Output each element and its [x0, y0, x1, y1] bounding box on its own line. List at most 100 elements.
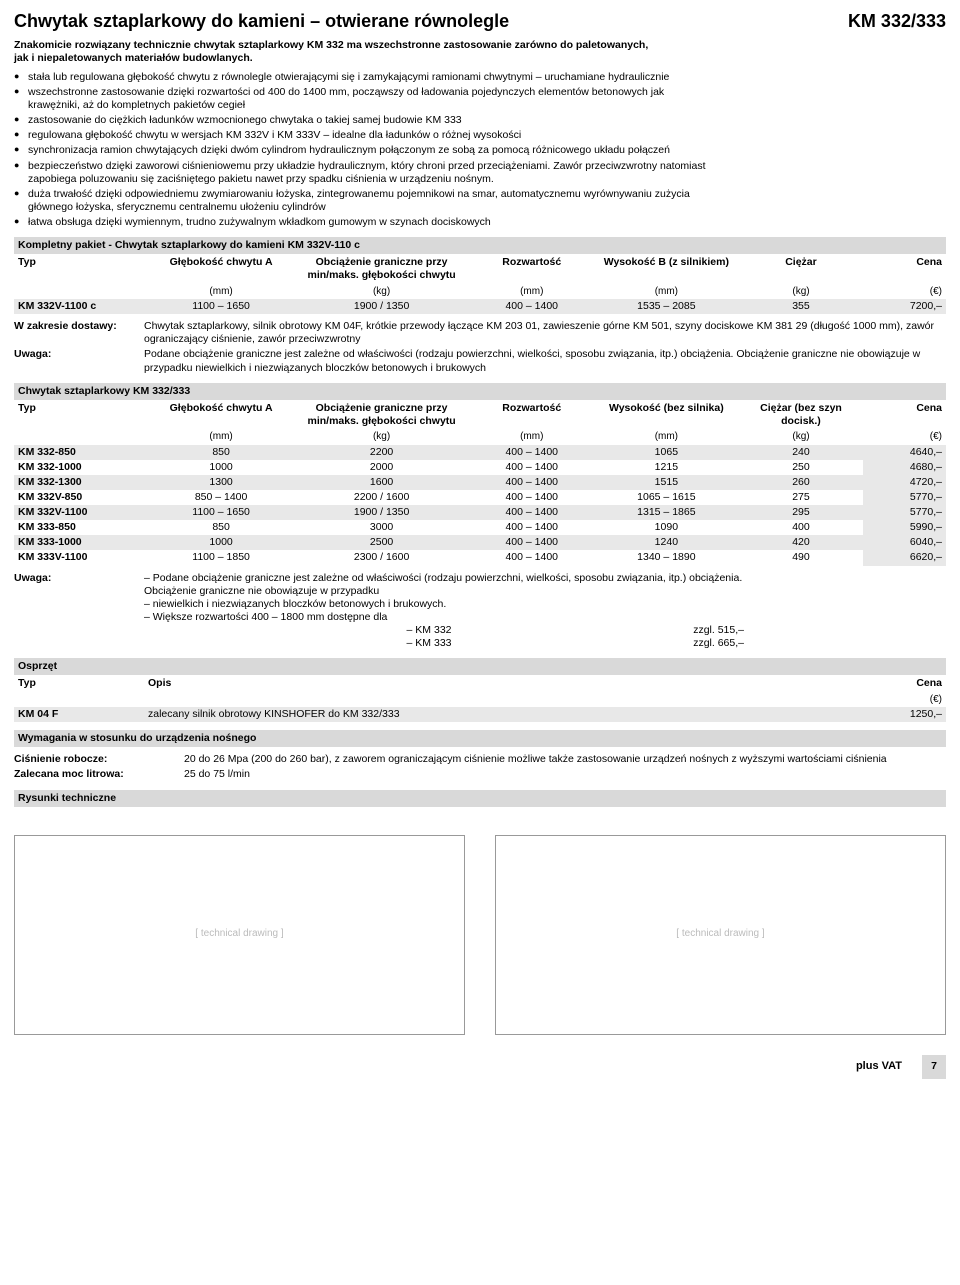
table-cell: 6040,–: [863, 535, 946, 550]
feature-item: regulowana głębokość chwytu w wersjach K…: [14, 129, 714, 142]
table-cell: 6620,–: [863, 550, 946, 565]
requirement-value: 25 do 75 l/min: [184, 768, 946, 781]
table-cell: 2000: [294, 460, 470, 475]
table-cell: 490: [739, 550, 863, 565]
table-cell: 260: [739, 475, 863, 490]
table-row: KM 333-8508503000400 – 140010904005990,–: [14, 520, 946, 535]
col-unit: [14, 285, 149, 300]
table-cell: 1900 / 1350: [294, 505, 470, 520]
table-cell: KM 333-1000: [14, 535, 149, 550]
vat-label: plus VAT: [856, 1060, 902, 1074]
table-row: KM 333V-11001100 – 18502300 / 1600400 – …: [14, 550, 946, 565]
table-cell: 1065 – 1615: [594, 490, 739, 505]
acc-h1: Opis: [144, 675, 866, 692]
table-cell: 1240: [594, 535, 739, 550]
feature-item: synchronizacja ramion chwytających dzięk…: [14, 144, 714, 157]
table-cell: 1515: [594, 475, 739, 490]
drawings-title: Rysunki techniczne: [14, 790, 946, 807]
col-header: Wysokość B (z silnikiem): [594, 254, 739, 284]
col-header: Obciążenie graniczne przy min/maks. głęb…: [294, 400, 470, 430]
note2-label: Uwaga:: [14, 572, 144, 651]
col-header: Ciężar (bez szyn docisk.): [739, 400, 863, 430]
table-cell: 1535 – 2085: [594, 299, 739, 314]
table-cell: KM 332V-1100 c: [14, 299, 149, 314]
note-label: Uwaga:: [14, 348, 144, 374]
table-cell: 400 – 1400: [470, 520, 594, 535]
table-cell: KM 332-1000: [14, 460, 149, 475]
table-cell: 1000: [149, 535, 294, 550]
section2-title: Chwytak sztaplarkowy KM 332/333: [14, 383, 946, 400]
table-row: KM 333-100010002500400 – 140012404206040…: [14, 535, 946, 550]
col-unit: (mm): [149, 430, 294, 445]
table-cell: 1090: [594, 520, 739, 535]
table-cell: 850 – 1400: [149, 490, 294, 505]
table-cell: 1250,–: [866, 707, 946, 722]
table-cell: 4720,–: [863, 475, 946, 490]
page-title: Chwytak sztaplarkowy do kamieni – otwier…: [14, 10, 509, 33]
col-unit: (mm): [149, 285, 294, 300]
requirement-row: Ciśnienie robocze:20 do 26 Mpa (200 do 2…: [14, 753, 946, 766]
col-unit: (mm): [470, 285, 594, 300]
table-cell: KM 332-850: [14, 445, 149, 460]
table-cell: KM 332V-1100: [14, 505, 149, 520]
table-cell: 2500: [294, 535, 470, 550]
requirement-value: 20 do 26 Mpa (200 do 260 bar), z zaworem…: [184, 753, 946, 766]
requirements-title: Wymagania w stosunku do urządzenia nośne…: [14, 730, 946, 747]
col-unit: [14, 430, 149, 445]
table-cell: 400 – 1400: [470, 505, 594, 520]
table-cell: 240: [739, 445, 863, 460]
table-cell: 4680,–: [863, 460, 946, 475]
table-cell: 1000: [149, 460, 294, 475]
col-unit: (€): [863, 285, 946, 300]
acc-h2: Cena: [866, 675, 946, 692]
table-cell: 400: [739, 520, 863, 535]
feature-list: stała lub regulowana głębokość chwytu z …: [14, 71, 714, 229]
table-row: KM 332-100010002000400 – 140012152504680…: [14, 460, 946, 475]
col-header: Głębokość chwytu A: [149, 400, 294, 430]
table-cell: KM 333V-1100: [14, 550, 149, 565]
feature-item: wszechstronne zastosowanie dzięki rozwar…: [14, 86, 714, 112]
table-cell: 250: [739, 460, 863, 475]
col-unit: (mm): [594, 430, 739, 445]
col-header: Cena: [863, 400, 946, 430]
table-cell: 4640,–: [863, 445, 946, 460]
table-cell: 275: [739, 490, 863, 505]
table-cell: KM 04 F: [14, 707, 144, 722]
feature-item: łatwa obsługa dzięki wymiennym, trudno z…: [14, 216, 714, 229]
table-cell: 1300: [149, 475, 294, 490]
table-cell: KM 332-1300: [14, 475, 149, 490]
drawing-right: [ technical drawing ]: [495, 835, 946, 1035]
table-section2: TypGłębokość chwytu AObciążenie graniczn…: [14, 400, 946, 566]
technical-drawings: [ technical drawing ] [ technical drawin…: [14, 815, 946, 1035]
table-cell: 5770,–: [863, 505, 946, 520]
requirement-row: Zalecana moc litrowa:25 do 75 l/min: [14, 768, 946, 781]
table-cell: 1600: [294, 475, 470, 490]
table-cell: 420: [739, 535, 863, 550]
col-unit: (€): [863, 430, 946, 445]
feature-item: bezpieczeństwo dzięki zaworowi ciśnienio…: [14, 160, 714, 186]
note-line: Obciążenie graniczne nie obowiązuje w pr…: [144, 585, 946, 598]
section1-title: Kompletny pakiet - Chwytak sztaplarkowy …: [14, 237, 946, 254]
table-cell: 2200 / 1600: [294, 490, 470, 505]
table-row: KM 04 Fzalecany silnik obrotowy KINSHOFE…: [14, 707, 946, 722]
table-row: KM 332V-1100 c1100 – 16501900 / 1350400 …: [14, 299, 946, 314]
table-cell: 1100 – 1650: [149, 299, 294, 314]
col-unit: (mm): [594, 285, 739, 300]
note-extra-line: – KM 332zzgl. 515,–: [144, 624, 946, 637]
feature-item: duża trwałość dzięki odpowiedniemu zwymi…: [14, 188, 714, 214]
table-cell: 355: [739, 299, 863, 314]
table-cell: 1065: [594, 445, 739, 460]
table-cell: 400 – 1400: [470, 460, 594, 475]
note-line: – niewielkich i niezwiązanych bloczków b…: [144, 598, 946, 611]
table-row: KM 332-8508502200400 – 140010652404640,–: [14, 445, 946, 460]
model-code: KM 332/333: [848, 10, 946, 33]
acc-h0: Typ: [14, 675, 144, 692]
col-header: Typ: [14, 254, 149, 284]
table-cell: 2200: [294, 445, 470, 460]
col-header: Wysokość (bez silnika): [594, 400, 739, 430]
scope-label: W zakresie dostawy:: [14, 320, 144, 346]
table-section1: TypGłębokość chwytu AObciążenie graniczn…: [14, 254, 946, 314]
requirements-block: Ciśnienie robocze:20 do 26 Mpa (200 do 2…: [14, 753, 946, 781]
table-cell: 1340 – 1890: [594, 550, 739, 565]
col-unit: (mm): [470, 430, 594, 445]
